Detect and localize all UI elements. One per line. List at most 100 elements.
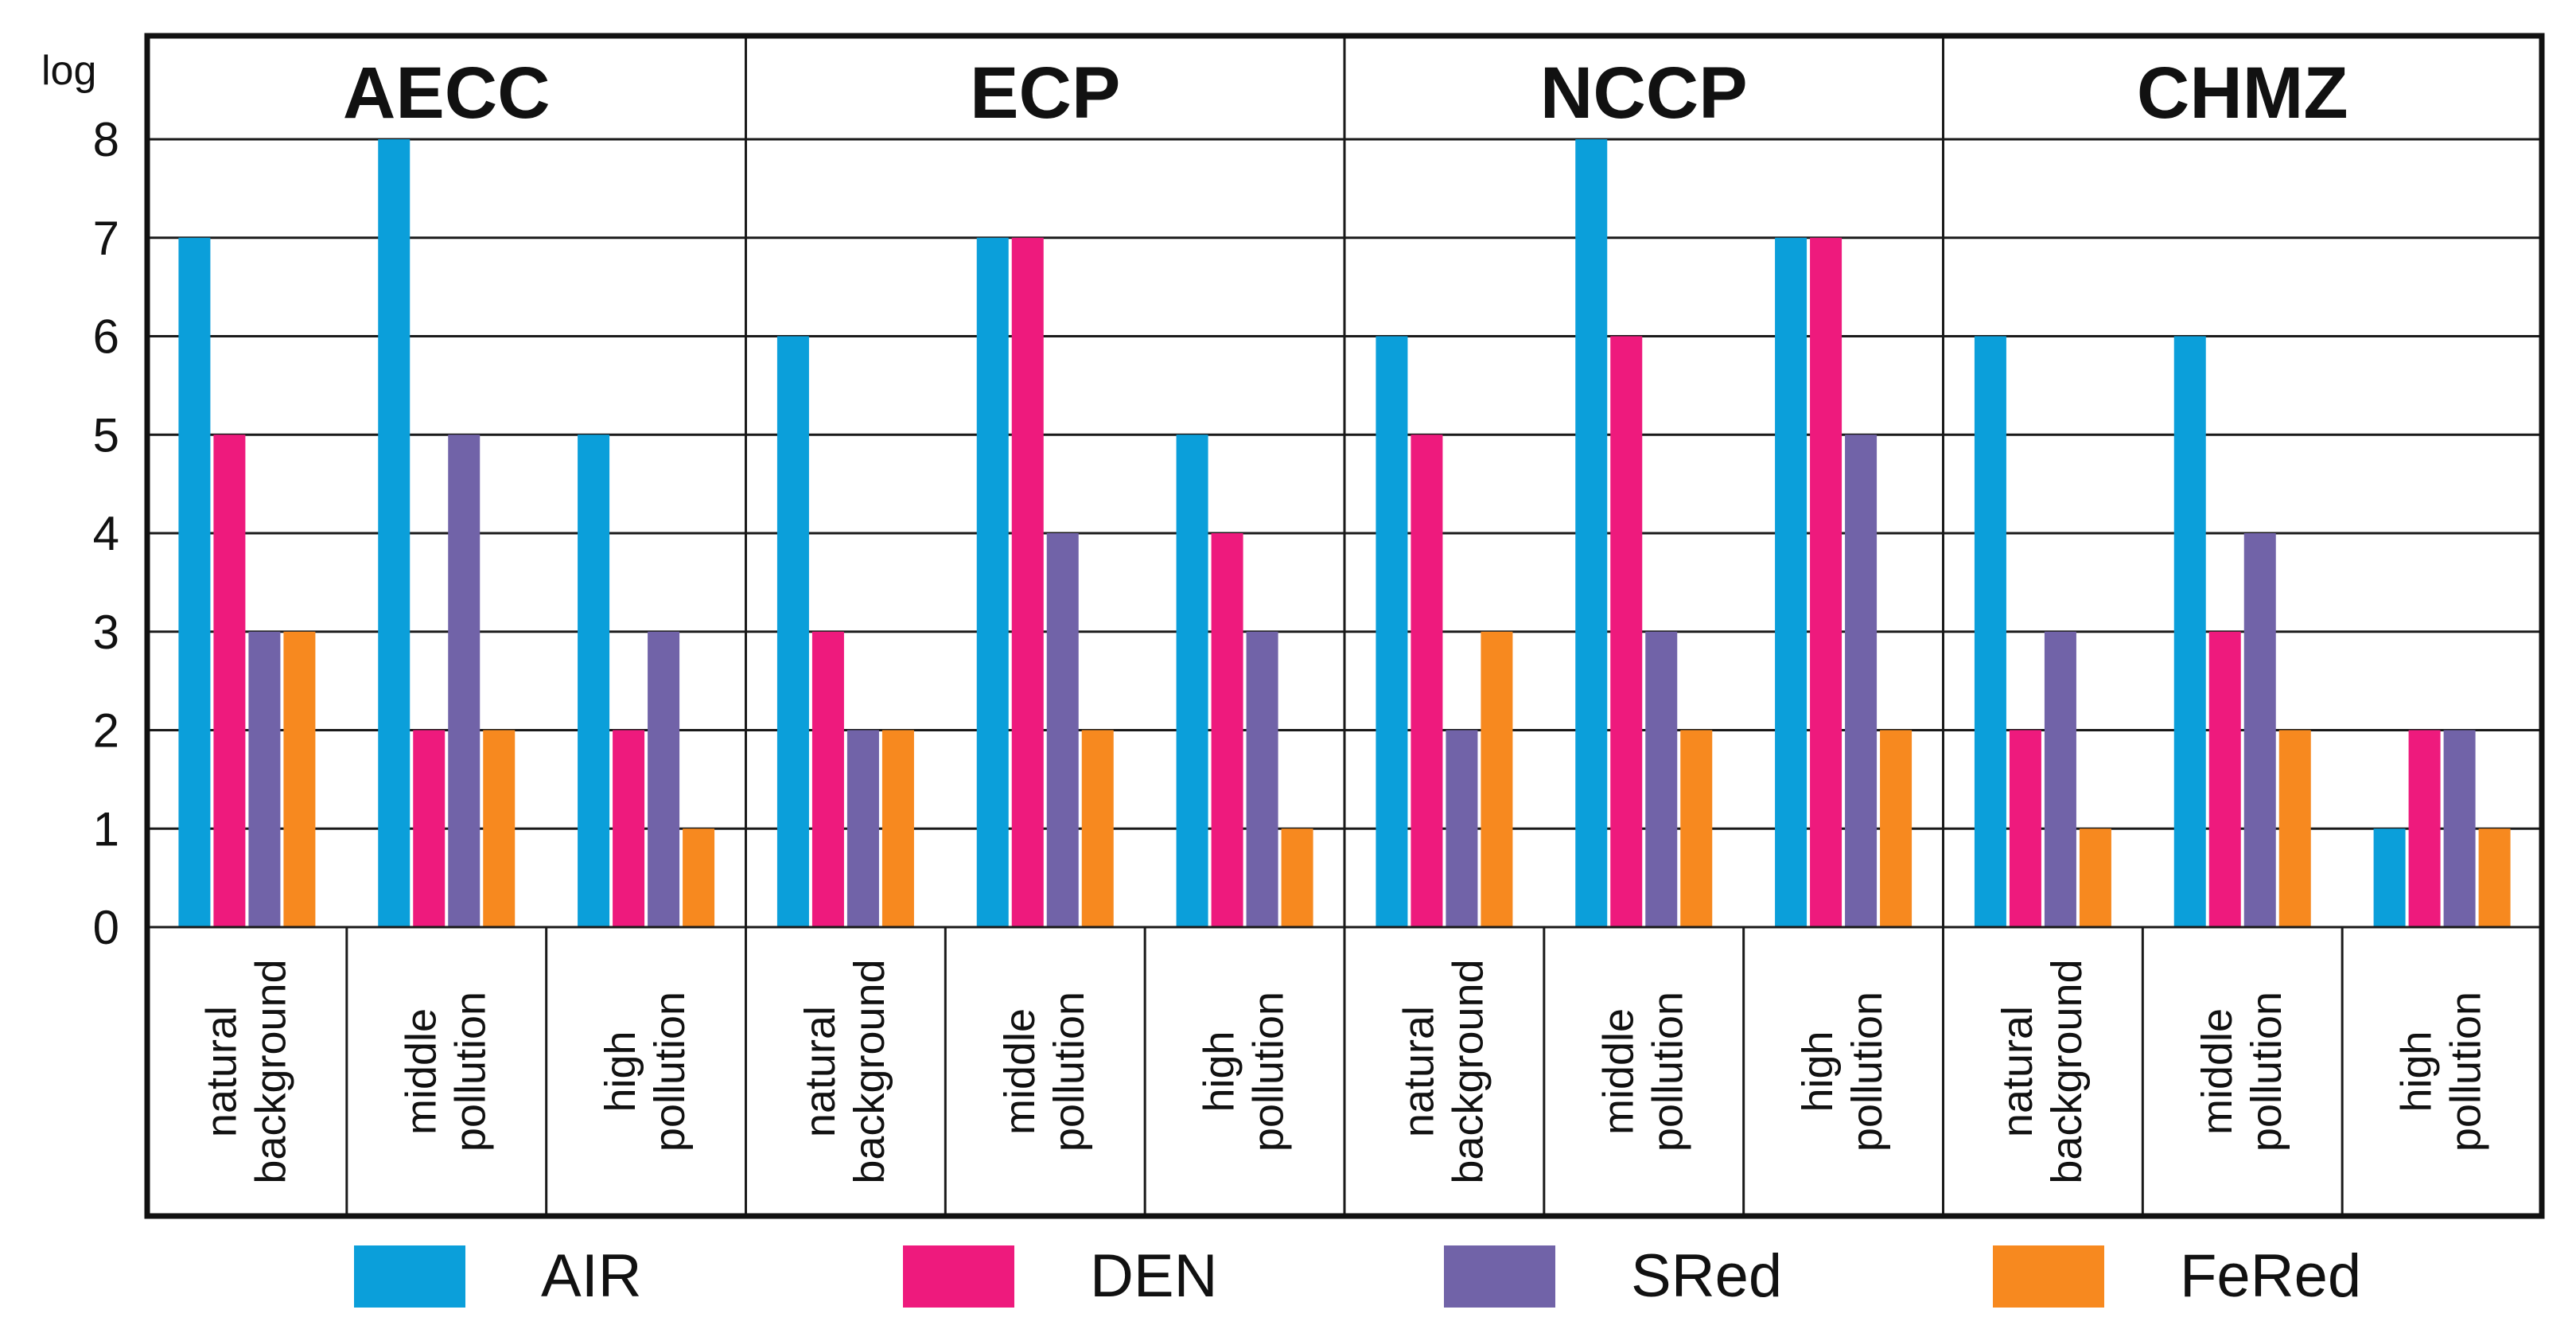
category-label-line: background bbox=[2043, 959, 2091, 1183]
category-label-line: middle bbox=[397, 1008, 445, 1135]
bar-aecc-high-pollution-air bbox=[578, 435, 610, 927]
legend-swatch-fered bbox=[1993, 1245, 2104, 1308]
group-title-ecp: ECP bbox=[970, 53, 1120, 134]
y-tick-5: 5 bbox=[93, 408, 119, 462]
legend-swatch-sred bbox=[1444, 1245, 1555, 1308]
bar-aecc-middle-pollution-air bbox=[378, 139, 411, 927]
y-tick-4: 4 bbox=[93, 507, 119, 560]
y-axis-label: log bbox=[41, 48, 96, 94]
y-tick-2: 2 bbox=[93, 704, 119, 758]
category-label-line: natural bbox=[1395, 1006, 1442, 1137]
bar-ecp-natural-background-fered bbox=[881, 730, 914, 927]
bar-ecp-middle-pollution-fered bbox=[1081, 730, 1114, 927]
bar-aecc-middle-pollution-den bbox=[413, 730, 446, 927]
category-label-aecc-natural-background: naturalbackground bbox=[197, 959, 294, 1183]
group-titles: AECC ECP NCCP CHMZ bbox=[343, 53, 2348, 134]
bar-aecc-high-pollution-den bbox=[613, 730, 645, 927]
legend-label-fered: FeRed bbox=[2180, 1242, 2361, 1310]
legend-swatch-den bbox=[903, 1245, 1014, 1308]
bar-nccp-high-pollution-air bbox=[1775, 237, 1807, 927]
bar-nccp-natural-background-sred bbox=[1446, 730, 1478, 927]
bar-chmz-middle-pollution-fered bbox=[2278, 730, 2311, 927]
bar-nccp-natural-background-fered bbox=[1481, 631, 1513, 927]
bar-ecp-natural-background-air bbox=[776, 336, 809, 927]
outer-frame bbox=[144, 33, 2545, 1219]
bar-nccp-high-pollution-den bbox=[1810, 237, 1843, 927]
legend-label-air: AIR bbox=[541, 1242, 642, 1310]
category-label-line: background bbox=[846, 959, 893, 1183]
bar-chmz-high-pollution-fered bbox=[2478, 828, 2511, 927]
bar-ecp-middle-pollution-den bbox=[1011, 237, 1044, 927]
category-label-aecc-high-pollution: highpollution bbox=[597, 992, 694, 1152]
y-tick-3: 3 bbox=[93, 606, 119, 659]
bars bbox=[178, 139, 2511, 927]
bar-chmz-middle-pollution-den bbox=[2208, 631, 2241, 927]
category-label-nccp-natural-background: naturalbackground bbox=[1395, 959, 1492, 1183]
legend-swatch-air bbox=[354, 1245, 465, 1308]
legend-label-sred: SRed bbox=[1631, 1242, 1782, 1310]
category-label-line: pollution bbox=[2442, 992, 2490, 1152]
bar-aecc-natural-background-air bbox=[178, 237, 211, 927]
bar-chmz-high-pollution-den bbox=[2408, 730, 2441, 927]
bar-nccp-high-pollution-fered bbox=[1880, 730, 1913, 927]
y-axis-ticks: 0 1 2 3 4 5 6 7 8 bbox=[93, 113, 119, 954]
bar-ecp-high-pollution-fered bbox=[1281, 828, 1313, 927]
category-label-ecp-natural-background: naturalbackground bbox=[796, 959, 893, 1183]
category-label-nccp-high-pollution: highpollution bbox=[1794, 992, 1891, 1152]
category-label-nccp-middle-pollution: middlepollution bbox=[1594, 992, 1691, 1152]
bar-chmz-high-pollution-air bbox=[2373, 828, 2406, 927]
legend: AIR DEN SRed FeRed bbox=[354, 1242, 2361, 1310]
category-label-ecp-high-pollution: highpollution bbox=[1196, 992, 1293, 1152]
y-tick-8: 8 bbox=[93, 113, 119, 166]
category-label-line: high bbox=[2393, 1031, 2441, 1112]
bar-chmz-natural-background-den bbox=[2009, 730, 2041, 927]
legend-label-den: DEN bbox=[1090, 1242, 1217, 1310]
bar-aecc-natural-background-sred bbox=[248, 631, 281, 927]
category-label-line: natural bbox=[796, 1006, 844, 1137]
bar-ecp-high-pollution-den bbox=[1211, 533, 1243, 927]
bar-aecc-middle-pollution-fered bbox=[483, 730, 516, 927]
bar-ecp-high-pollution-air bbox=[1176, 435, 1208, 927]
group-title-chmz: CHMZ bbox=[2137, 53, 2348, 134]
bar-aecc-high-pollution-fered bbox=[683, 828, 715, 927]
category-label-line: high bbox=[597, 1031, 644, 1112]
category-label-line: background bbox=[247, 959, 294, 1183]
category-label-line: pollution bbox=[1644, 992, 1691, 1152]
category-label-line: high bbox=[1794, 1031, 1842, 1112]
category-label-line: pollution bbox=[1245, 992, 1293, 1152]
bar-aecc-high-pollution-sred bbox=[648, 631, 680, 927]
category-label-line: middle bbox=[996, 1008, 1044, 1135]
bar-chmz-natural-background-air bbox=[1974, 336, 2006, 927]
bar-nccp-middle-pollution-den bbox=[1610, 336, 1643, 927]
category-label-line: pollution bbox=[2243, 992, 2290, 1152]
bar-nccp-high-pollution-sred bbox=[1845, 435, 1878, 927]
y-tick-7: 7 bbox=[93, 212, 119, 265]
category-label-line: pollution bbox=[1843, 992, 1891, 1152]
category-label-line: pollution bbox=[1045, 992, 1093, 1152]
bar-ecp-natural-background-sred bbox=[846, 730, 879, 927]
y-tick-1: 1 bbox=[93, 802, 119, 856]
y-tick-6: 6 bbox=[93, 310, 119, 364]
bar-ecp-middle-pollution-air bbox=[976, 237, 1009, 927]
category-label-line: pollution bbox=[646, 992, 694, 1152]
bar-ecp-natural-background-den bbox=[811, 631, 844, 927]
bar-ecp-middle-pollution-sred bbox=[1046, 533, 1079, 927]
bar-ecp-high-pollution-sred bbox=[1246, 631, 1278, 927]
category-label-line: high bbox=[1196, 1031, 1243, 1112]
bar-nccp-middle-pollution-sred bbox=[1645, 631, 1678, 927]
category-labels: naturalbackground middlepollution highpoll… bbox=[197, 959, 2489, 1183]
category-label-line: pollution bbox=[446, 992, 494, 1152]
category-label-ecp-middle-pollution: middlepollution bbox=[996, 992, 1093, 1152]
bar-nccp-middle-pollution-air bbox=[1575, 139, 1608, 927]
bar-chmz-high-pollution-sred bbox=[2443, 730, 2476, 927]
y-tick-0: 0 bbox=[93, 901, 119, 954]
category-label-aecc-middle-pollution: middlepollution bbox=[397, 992, 494, 1152]
category-label-chmz-middle-pollution: middlepollution bbox=[2193, 992, 2290, 1152]
category-label-line: natural bbox=[1994, 1006, 2041, 1137]
bar-chmz-natural-background-fered bbox=[2079, 828, 2111, 927]
group-title-nccp: NCCP bbox=[1540, 53, 1748, 134]
chart-frame bbox=[144, 33, 2545, 1219]
category-label-chmz-high-pollution: highpollution bbox=[2393, 992, 2490, 1152]
bar-chmz-middle-pollution-air bbox=[2173, 336, 2206, 927]
